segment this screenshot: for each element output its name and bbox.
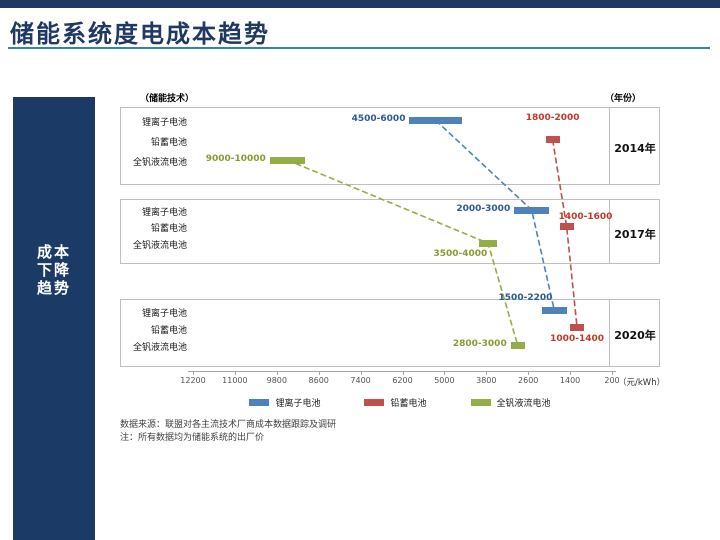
panel-year-divider	[609, 300, 610, 366]
range-bar	[514, 206, 550, 214]
range-bar	[409, 116, 462, 124]
range-bar	[479, 239, 497, 247]
year-panel-1: 锂离子电池铅蓄电池全钒液流电池 2014年	[120, 107, 660, 185]
cost-trend-chart: （储能技术） （年份） 锂离子电池 铅蓄电池 全钒液流电池 2014年 锂离子电池 铅蓄电…	[100, 88, 720, 540]
x-axis-unit-label: （元/kWh）	[618, 378, 666, 388]
range-bars-layer: 4500-6000 2000-3000 1500-2200 1800-2000 1400…	[100, 88, 720, 540]
x-axis: 12200 11000 9800 8600 7400 6200 5000 3800 2600 14…	[100, 88, 720, 540]
range-value-label: 2000-3000	[456, 204, 511, 215]
legend-item-3: 全钒液流电池	[470, 396, 551, 409]
top-accent-bar	[0, 0, 720, 8]
trend-line-3	[286, 159, 519, 346]
range-value-label: 9000-10000	[205, 154, 266, 165]
legend-swatch	[470, 399, 491, 406]
legend-swatch	[364, 399, 385, 406]
range-bar	[559, 222, 574, 230]
range-value-label: 1000-1400	[550, 333, 604, 344]
x-axis-tick	[193, 371, 194, 375]
x-axis-tick-label: 1400	[559, 376, 581, 385]
x-axis-tick	[486, 371, 488, 375]
x-axis-line	[188, 371, 616, 372]
x-axis-tick	[444, 371, 446, 375]
battery-row-label: 全钒液流电池	[132, 158, 187, 169]
x-axis-tick	[276, 371, 278, 375]
title-underline	[8, 47, 710, 49]
range-bar	[545, 136, 560, 144]
x-axis-tick	[234, 371, 236, 375]
x-axis-tick-label: 3800	[476, 376, 497, 385]
x-axis-tick	[570, 371, 572, 375]
x-axis-tick-label: 2600	[518, 376, 539, 385]
storage-tech-axis-label: （储能技术）	[140, 94, 195, 104]
panel-year-divider	[609, 108, 610, 184]
x-axis-tick	[402, 371, 404, 375]
year-label: 2017年	[614, 227, 656, 241]
data-source-note: 数据来源：联盟对各主流技术厂商成本数据跟踪及调研	[120, 420, 337, 430]
range-bar	[570, 324, 585, 332]
trend-lines-layer	[286, 119, 578, 346]
year-panel-2: 锂离子电池铅蓄电池全钒液流电池 2017年	[120, 199, 660, 264]
battery-row-label: 铅蓄电池	[150, 137, 187, 148]
sidebar-line-1: 成本	[36, 243, 71, 261]
x-axis-tick-label: 11000	[222, 376, 248, 385]
legend-label: 全钒液流电池	[496, 399, 551, 409]
legend-label: 锂离子电池	[275, 399, 321, 409]
data-remark-note: 注：所有数据均为储能系统的出厂价	[120, 433, 265, 443]
year-panels: 锂离子电池 铅蓄电池 全钒液流电池 2014年 锂离子电池 铅蓄电池 全钒液流电池 2017年…	[100, 88, 720, 540]
x-axis-tick	[318, 371, 320, 375]
battery-row-label: 铅蓄电池	[150, 325, 187, 336]
battery-row-label: 全钒液流电池	[132, 343, 187, 354]
x-axis-tick	[612, 371, 613, 375]
range-value-label: 1400-1600	[558, 212, 613, 223]
sidebar-line-2: 下降	[36, 261, 71, 279]
x-axis-tick-label: 12200	[180, 376, 206, 385]
battery-row-label: 铅蓄电池	[150, 224, 187, 235]
x-axis-tick-label: 8600	[308, 376, 329, 385]
year-axis-label: （年份）	[605, 94, 642, 104]
x-axis-tick-label: 7400	[350, 376, 371, 385]
page-title: 储能系统度电成本趋势	[10, 20, 270, 48]
range-value-label: 1500-2200	[498, 292, 553, 303]
sidebar-cost-decline-banner: 成本 下降 趋势	[13, 97, 95, 540]
x-axis-tick	[528, 371, 530, 375]
battery-row-label: 锂离子电池	[141, 208, 187, 219]
legend-item-2: 铅蓄电池	[364, 396, 427, 409]
year-label: 2014年	[614, 142, 656, 155]
battery-row-label: 全钒液流电池	[132, 241, 187, 252]
battery-row-label: 锂离子电池	[141, 118, 187, 129]
range-value-label: 3500-4000	[433, 249, 488, 260]
range-bar	[542, 307, 567, 315]
range-value-label: 1800-2000	[525, 112, 580, 123]
legend-item-1: 锂离子电池	[249, 396, 320, 409]
range-value-label: 2800-3000	[452, 339, 507, 350]
chart-legend: 锂离子电池 铅蓄电池 全钒液流电池	[170, 396, 630, 409]
range-value-label: 4500-6000	[351, 114, 406, 125]
trend-line-2	[551, 139, 578, 328]
panel-year-divider	[609, 200, 610, 263]
x-axis-tick-label: 9800	[266, 376, 287, 385]
x-axis-tick	[360, 371, 362, 375]
trend-line-1	[435, 119, 556, 311]
battery-row-label: 锂离子电池	[141, 308, 187, 319]
legend-swatch	[249, 399, 270, 406]
sidebar-line-3: 趋势	[36, 279, 71, 297]
x-axis-tick-label: 5000	[434, 376, 455, 385]
year-label: 2020年	[614, 329, 656, 342]
year-panel-3: 锂离子电池铅蓄电池全钒液流电池 2020年	[120, 299, 660, 367]
legend-label: 铅蓄电池	[390, 399, 427, 409]
range-bar	[510, 341, 525, 349]
range-bar	[269, 156, 305, 164]
x-axis-tick-label: 6200	[392, 376, 413, 385]
